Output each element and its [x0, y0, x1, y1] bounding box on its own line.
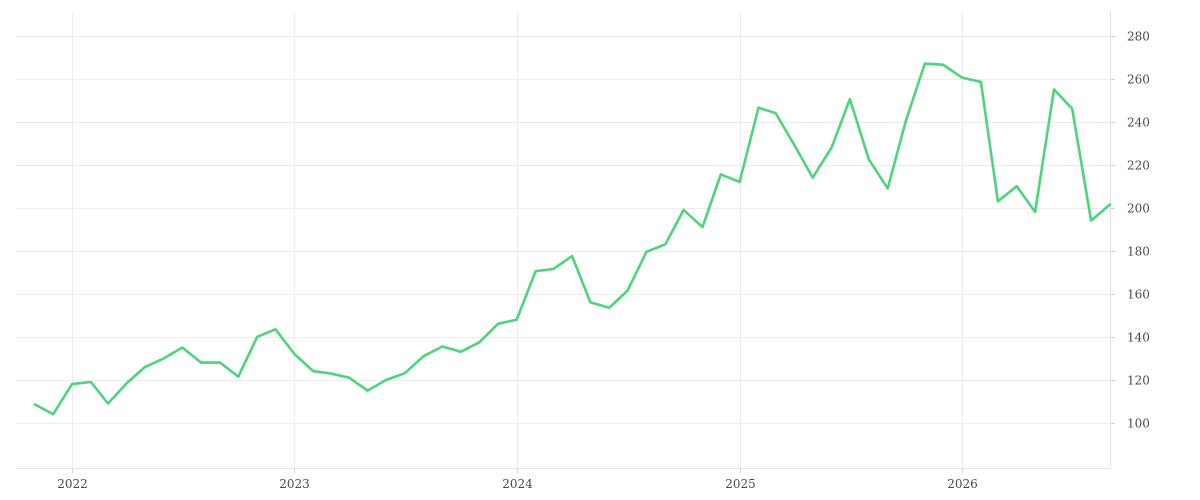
y-tick-label: 180: [1127, 245, 1150, 259]
x-tick-label: 2025: [725, 477, 756, 491]
tick-labels: 100 120 140 160 180 200 220 240 260 280 2022 2023 20…: [57, 30, 1150, 492]
y-tick-label: 280: [1127, 30, 1150, 44]
y-tick-label: 140: [1127, 331, 1150, 345]
x-tick-label: 2022: [57, 477, 88, 491]
y-tick-label: 120: [1127, 374, 1150, 388]
x-tick-label: 2026: [947, 477, 978, 491]
x-tick-label: 2023: [279, 477, 310, 491]
x-tick-label: 2024: [502, 477, 533, 491]
axes: [16, 12, 1115, 473]
y-tick-label: 220: [1127, 159, 1150, 173]
y-tick-label: 260: [1127, 73, 1150, 87]
y-tick-label: 160: [1127, 288, 1150, 302]
gridlines: [16, 12, 1110, 468]
y-tick-label: 240: [1127, 116, 1150, 130]
y-tick-label: 100: [1127, 417, 1150, 431]
series-line: [33, 62, 1112, 416]
series: [33, 62, 1112, 416]
y-tick-label: 200: [1127, 202, 1150, 216]
